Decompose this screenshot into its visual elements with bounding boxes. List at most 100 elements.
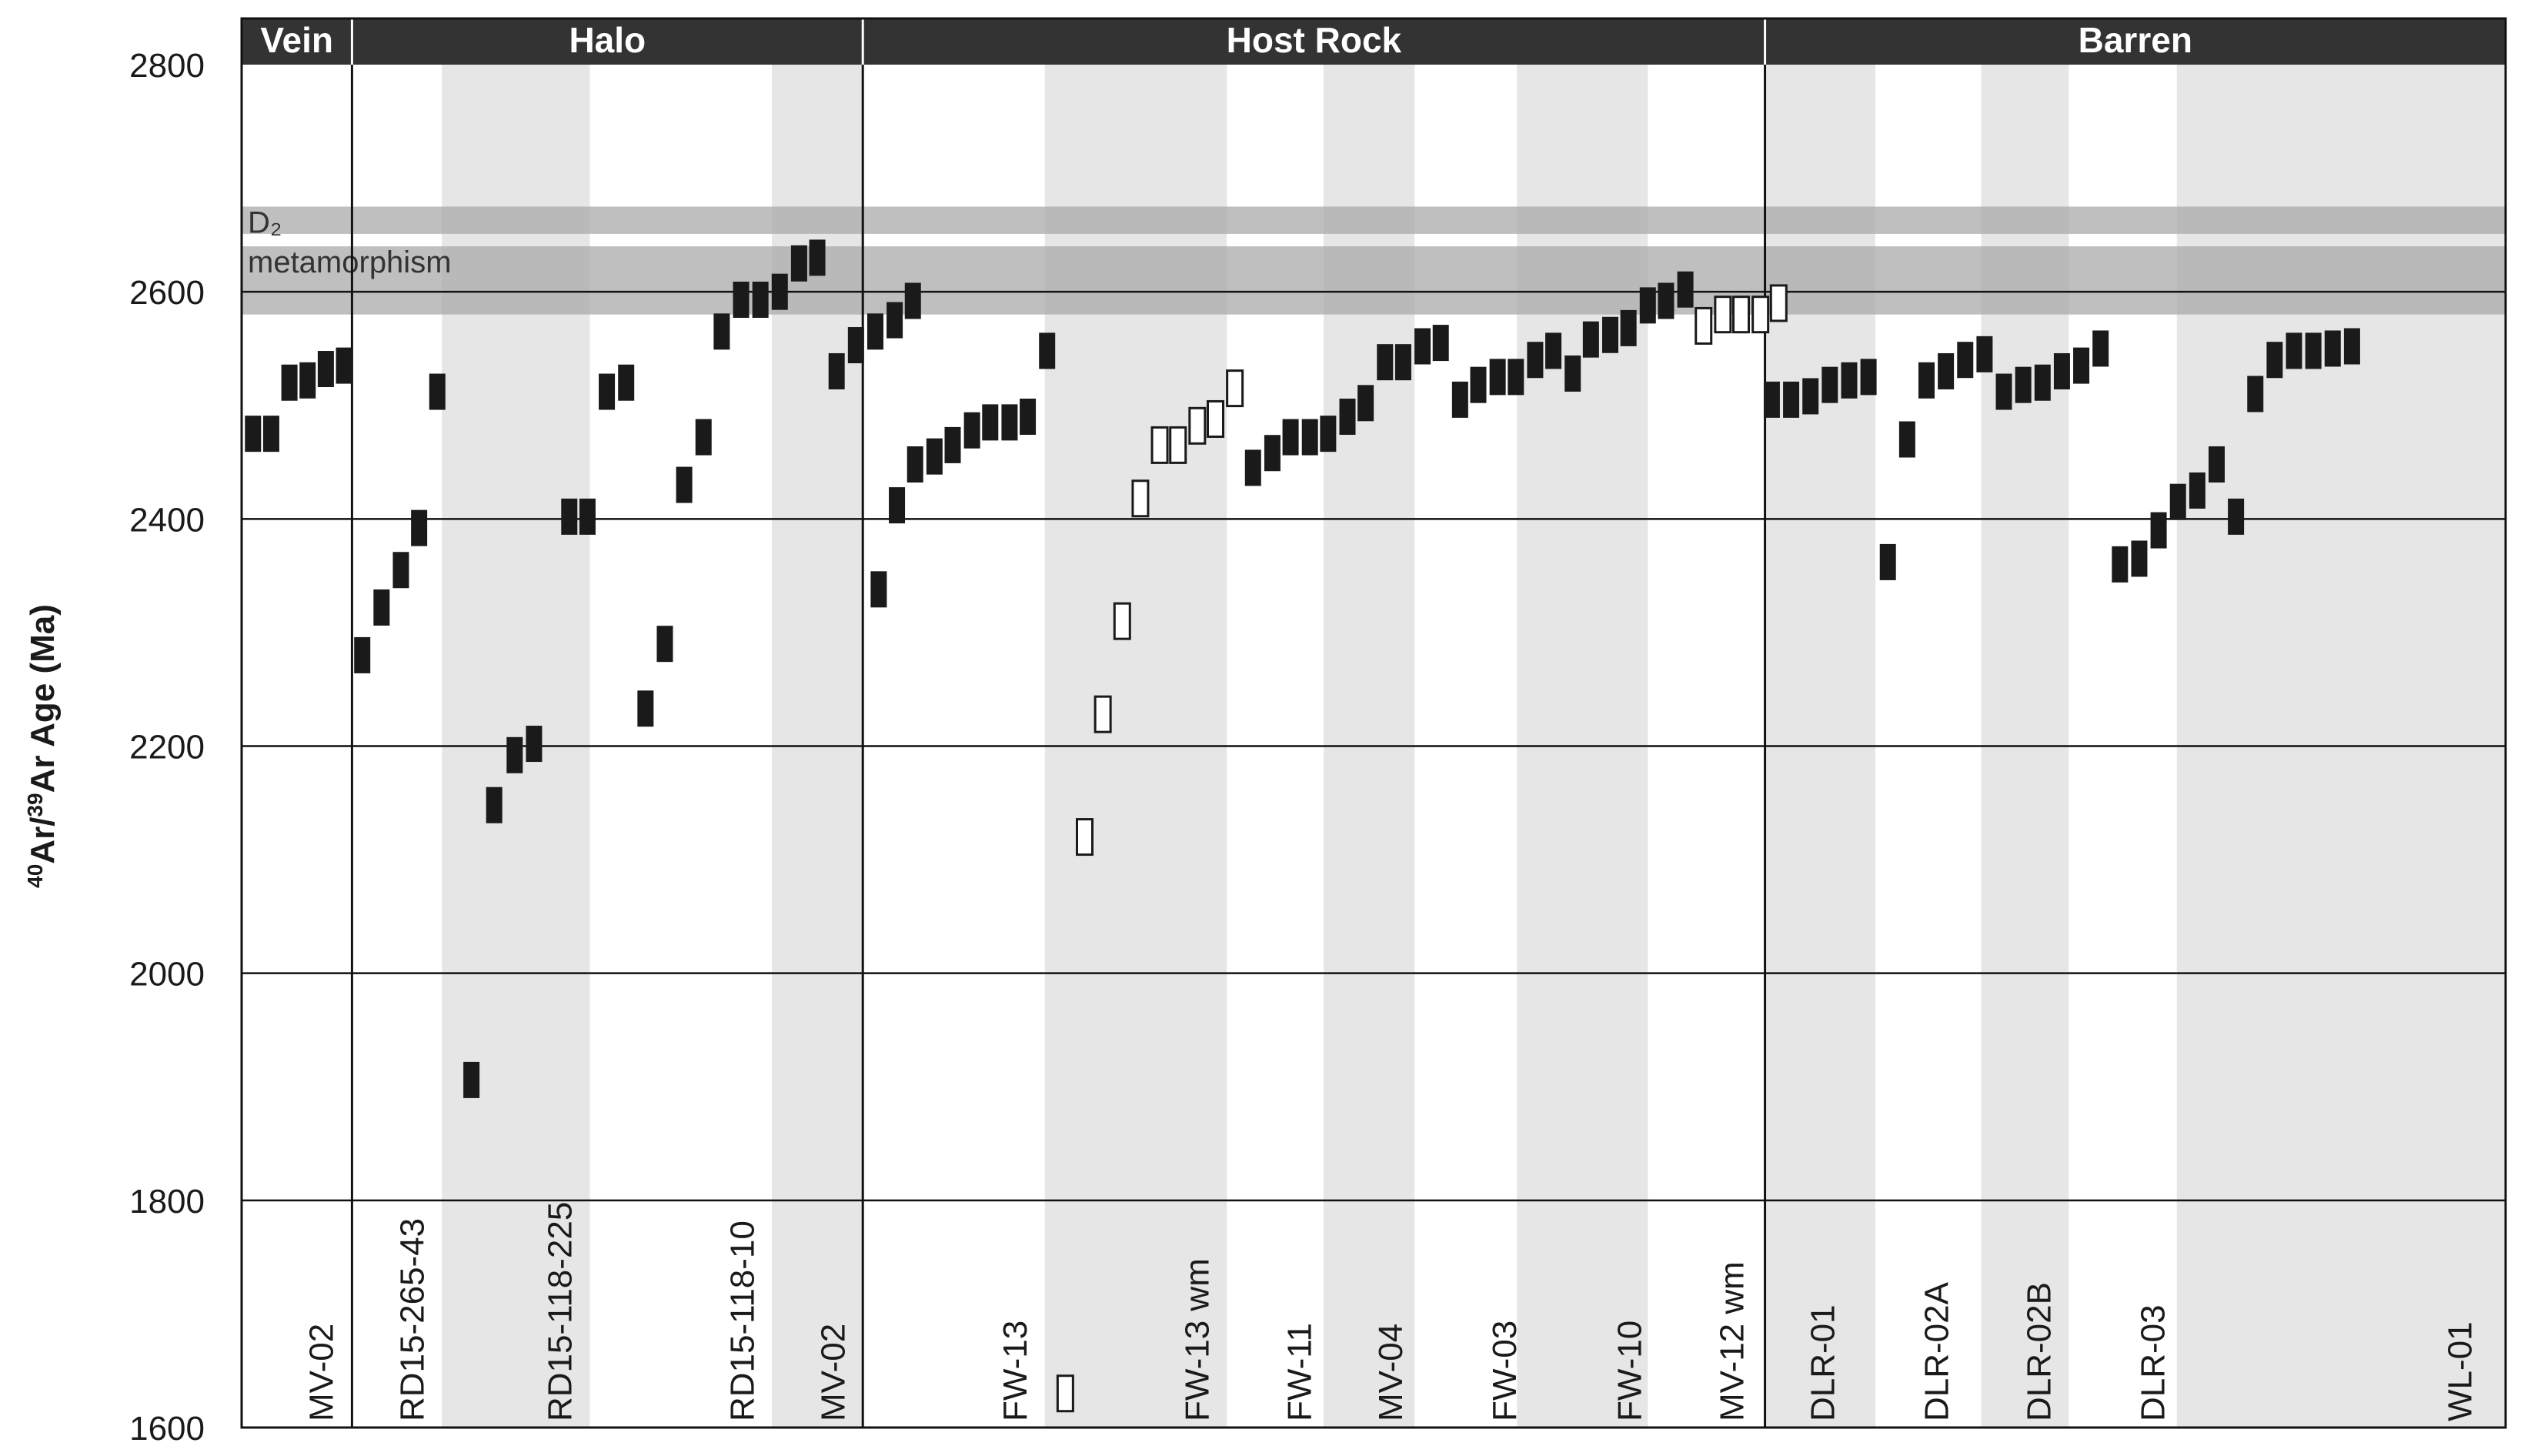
data-point-37 xyxy=(926,438,943,475)
data-point-52 xyxy=(1207,399,1225,438)
data-point-13 xyxy=(506,736,523,773)
data-point-73 xyxy=(1602,316,1619,353)
data-point-42 xyxy=(1020,399,1037,436)
data-point-82 xyxy=(1769,284,1788,322)
data-point-50 xyxy=(1169,426,1187,464)
data-point-108 xyxy=(2247,376,2264,412)
data-point-78 xyxy=(1695,306,1713,345)
data-point-38 xyxy=(944,426,961,463)
data-point-46 xyxy=(1094,695,1112,733)
data-point-49 xyxy=(1150,426,1169,464)
ylabel-sup2: 39 xyxy=(23,793,47,816)
data-point-47 xyxy=(1113,602,1131,640)
data-point-43 xyxy=(1039,332,1056,369)
data-point-24 xyxy=(733,281,750,318)
y-axis-ticks: 1600 1800 2000 2200 2400 2600 2800 xyxy=(129,47,205,1448)
data-point-3 xyxy=(299,362,316,399)
data-point-93 xyxy=(1957,342,1974,379)
data-point-70 xyxy=(1545,332,1562,369)
data-point-96 xyxy=(2015,366,2032,403)
group-label-barren: Barren xyxy=(2079,20,2192,60)
data-point-98 xyxy=(2053,352,2070,389)
data-point-95 xyxy=(1995,373,2012,410)
ylabel-end: Ar Age (Ma) xyxy=(24,604,62,793)
data-point-18 xyxy=(618,364,635,401)
data-point-97 xyxy=(2034,364,2051,401)
group-separators xyxy=(350,18,1767,1428)
data-point-66 xyxy=(1470,366,1487,403)
data-point-57 xyxy=(1301,419,1318,456)
ylabel-sup1: 40 xyxy=(23,864,47,888)
data-point-51 xyxy=(1188,406,1207,445)
data-point-35 xyxy=(889,487,906,524)
data-point-110 xyxy=(2286,332,2302,369)
data-point-79 xyxy=(1714,296,1732,334)
data-point-100 xyxy=(2092,330,2109,367)
data-point-23 xyxy=(713,313,730,350)
data-point-85 xyxy=(1802,378,1819,415)
band-0 xyxy=(242,206,2506,234)
data-point-45 xyxy=(1075,818,1094,857)
data-point-67 xyxy=(1489,359,1506,396)
data-point-39 xyxy=(963,412,980,449)
data-point-106 xyxy=(2208,446,2225,483)
y-tick-2800: 2800 xyxy=(129,47,205,85)
sample-label-16: WL-01 xyxy=(2442,1321,2479,1421)
data-point-30 xyxy=(847,327,864,364)
data-point-87 xyxy=(1841,362,1858,399)
data-point-72 xyxy=(1582,321,1599,358)
sample-label-1: RD15-265-43 xyxy=(394,1218,432,1421)
sample-label-6: FW-13 wm xyxy=(1179,1258,1217,1421)
data-point-60 xyxy=(1357,385,1374,422)
data-point-21 xyxy=(676,466,693,503)
band-label-1: metamorphism xyxy=(248,245,452,279)
data-point-76 xyxy=(1658,282,1675,319)
data-point-94 xyxy=(1976,336,1993,372)
y-axis-label: 40Ar/39Ar Age (Ma) xyxy=(23,604,62,888)
data-point-20 xyxy=(656,626,673,663)
sample-label-8: MV-04 xyxy=(1372,1324,1410,1421)
band-1 xyxy=(242,246,2506,315)
data-point-59 xyxy=(1339,399,1356,436)
data-point-41 xyxy=(1001,404,1018,441)
data-point-71 xyxy=(1564,355,1581,392)
data-point-54 xyxy=(1244,449,1261,486)
sample-label-7: FW-11 xyxy=(1281,1323,1319,1421)
data-point-26 xyxy=(771,273,788,310)
y-tick-1800: 1800 xyxy=(129,1183,205,1221)
event-bands: D₂ metamorphism xyxy=(242,205,2506,315)
sample-label-11: MV-12 wm xyxy=(1713,1261,1751,1421)
data-point-92 xyxy=(1938,352,1955,389)
group-label-host-rock: Host Rock xyxy=(1227,20,1402,60)
group-label-vein: Vein xyxy=(260,20,333,60)
data-point-4 xyxy=(317,351,334,388)
data-point-61 xyxy=(1377,344,1394,381)
data-point-31 xyxy=(866,313,883,350)
data-point-53 xyxy=(1226,369,1244,408)
sample-label-12: DLR-01 xyxy=(1805,1304,1842,1421)
data-point-109 xyxy=(2266,342,2283,379)
sample-label-9: FW-03 xyxy=(1486,1321,1524,1421)
data-point-7 xyxy=(373,589,390,626)
data-point-56 xyxy=(1282,419,1299,456)
data-point-64 xyxy=(1432,325,1449,362)
y-tick-1600: 1600 xyxy=(129,1410,205,1448)
data-point-68 xyxy=(1508,359,1524,396)
data-point-62 xyxy=(1394,344,1411,381)
plot-frame xyxy=(240,17,2507,1429)
data-point-107 xyxy=(2228,498,2245,535)
data-points xyxy=(245,239,2360,1413)
data-point-103 xyxy=(2150,512,2167,549)
data-point-105 xyxy=(2189,472,2205,509)
data-point-63 xyxy=(1414,328,1431,365)
data-point-17 xyxy=(599,373,616,410)
y-tick-2200: 2200 xyxy=(129,729,205,766)
data-point-22 xyxy=(695,419,712,456)
data-point-55 xyxy=(1264,435,1281,472)
group-header: Vein Halo Host Rock Barren xyxy=(242,18,2506,65)
data-point-99 xyxy=(2073,347,2090,384)
data-point-6 xyxy=(354,636,371,673)
data-point-1 xyxy=(262,416,279,452)
band-label-0: D₂ xyxy=(248,205,282,239)
sample-label-2: RD15-118-225 xyxy=(542,1202,579,1421)
